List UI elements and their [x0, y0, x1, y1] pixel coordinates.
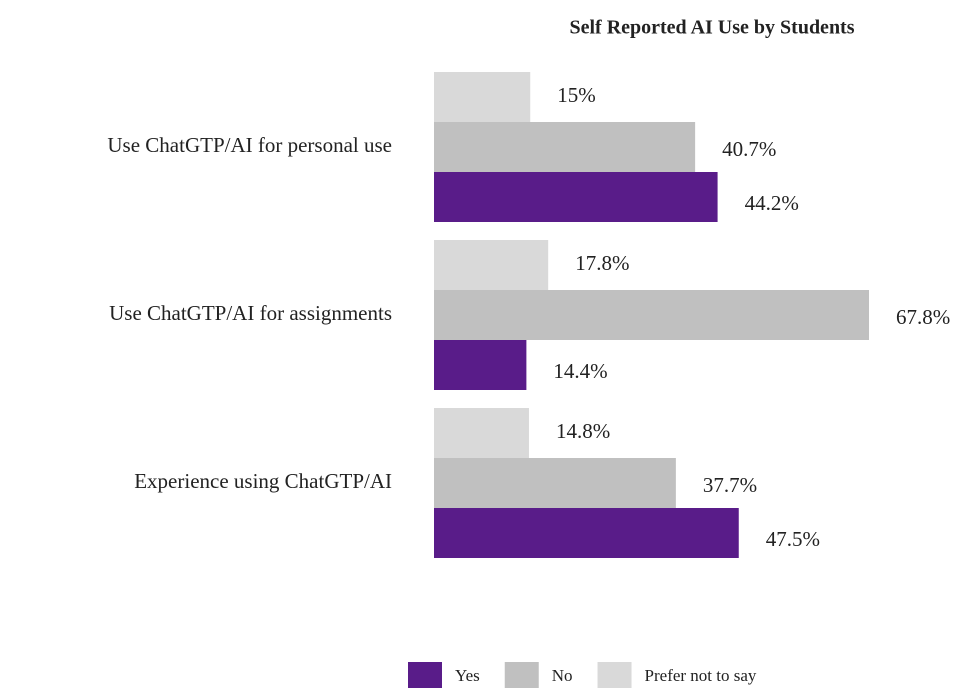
value-label: 14.8% — [556, 419, 610, 443]
bar — [434, 340, 527, 390]
bar — [434, 240, 549, 290]
legend-label: Prefer not to say — [645, 666, 757, 685]
value-label: 14.4% — [553, 359, 607, 383]
bar — [434, 290, 869, 340]
bar — [434, 508, 739, 558]
bar — [434, 172, 718, 222]
value-label: 15% — [557, 83, 596, 107]
legend-swatch — [597, 662, 632, 688]
legend-label: Yes — [455, 666, 480, 685]
legend-label: No — [552, 666, 573, 685]
category-label: Use ChatGTP/AI for assignments — [109, 301, 392, 325]
legend-swatch — [408, 662, 442, 688]
bar — [434, 72, 531, 122]
bar — [434, 458, 676, 508]
chart-title: Self Reported AI Use by Students — [569, 17, 854, 39]
value-label: 67.8% — [896, 305, 950, 329]
category-label: Experience using ChatGTP/AI — [134, 469, 392, 493]
bar — [434, 122, 696, 172]
value-label: 17.8% — [575, 251, 629, 275]
legend-swatch — [504, 662, 539, 688]
value-label: 40.7% — [722, 137, 776, 161]
value-label: 37.7% — [703, 473, 757, 497]
category-label: Use ChatGTP/AI for personal use — [107, 133, 392, 157]
value-label: 44.2% — [745, 191, 799, 215]
bar — [434, 408, 529, 458]
value-label: 47.5% — [766, 527, 820, 551]
